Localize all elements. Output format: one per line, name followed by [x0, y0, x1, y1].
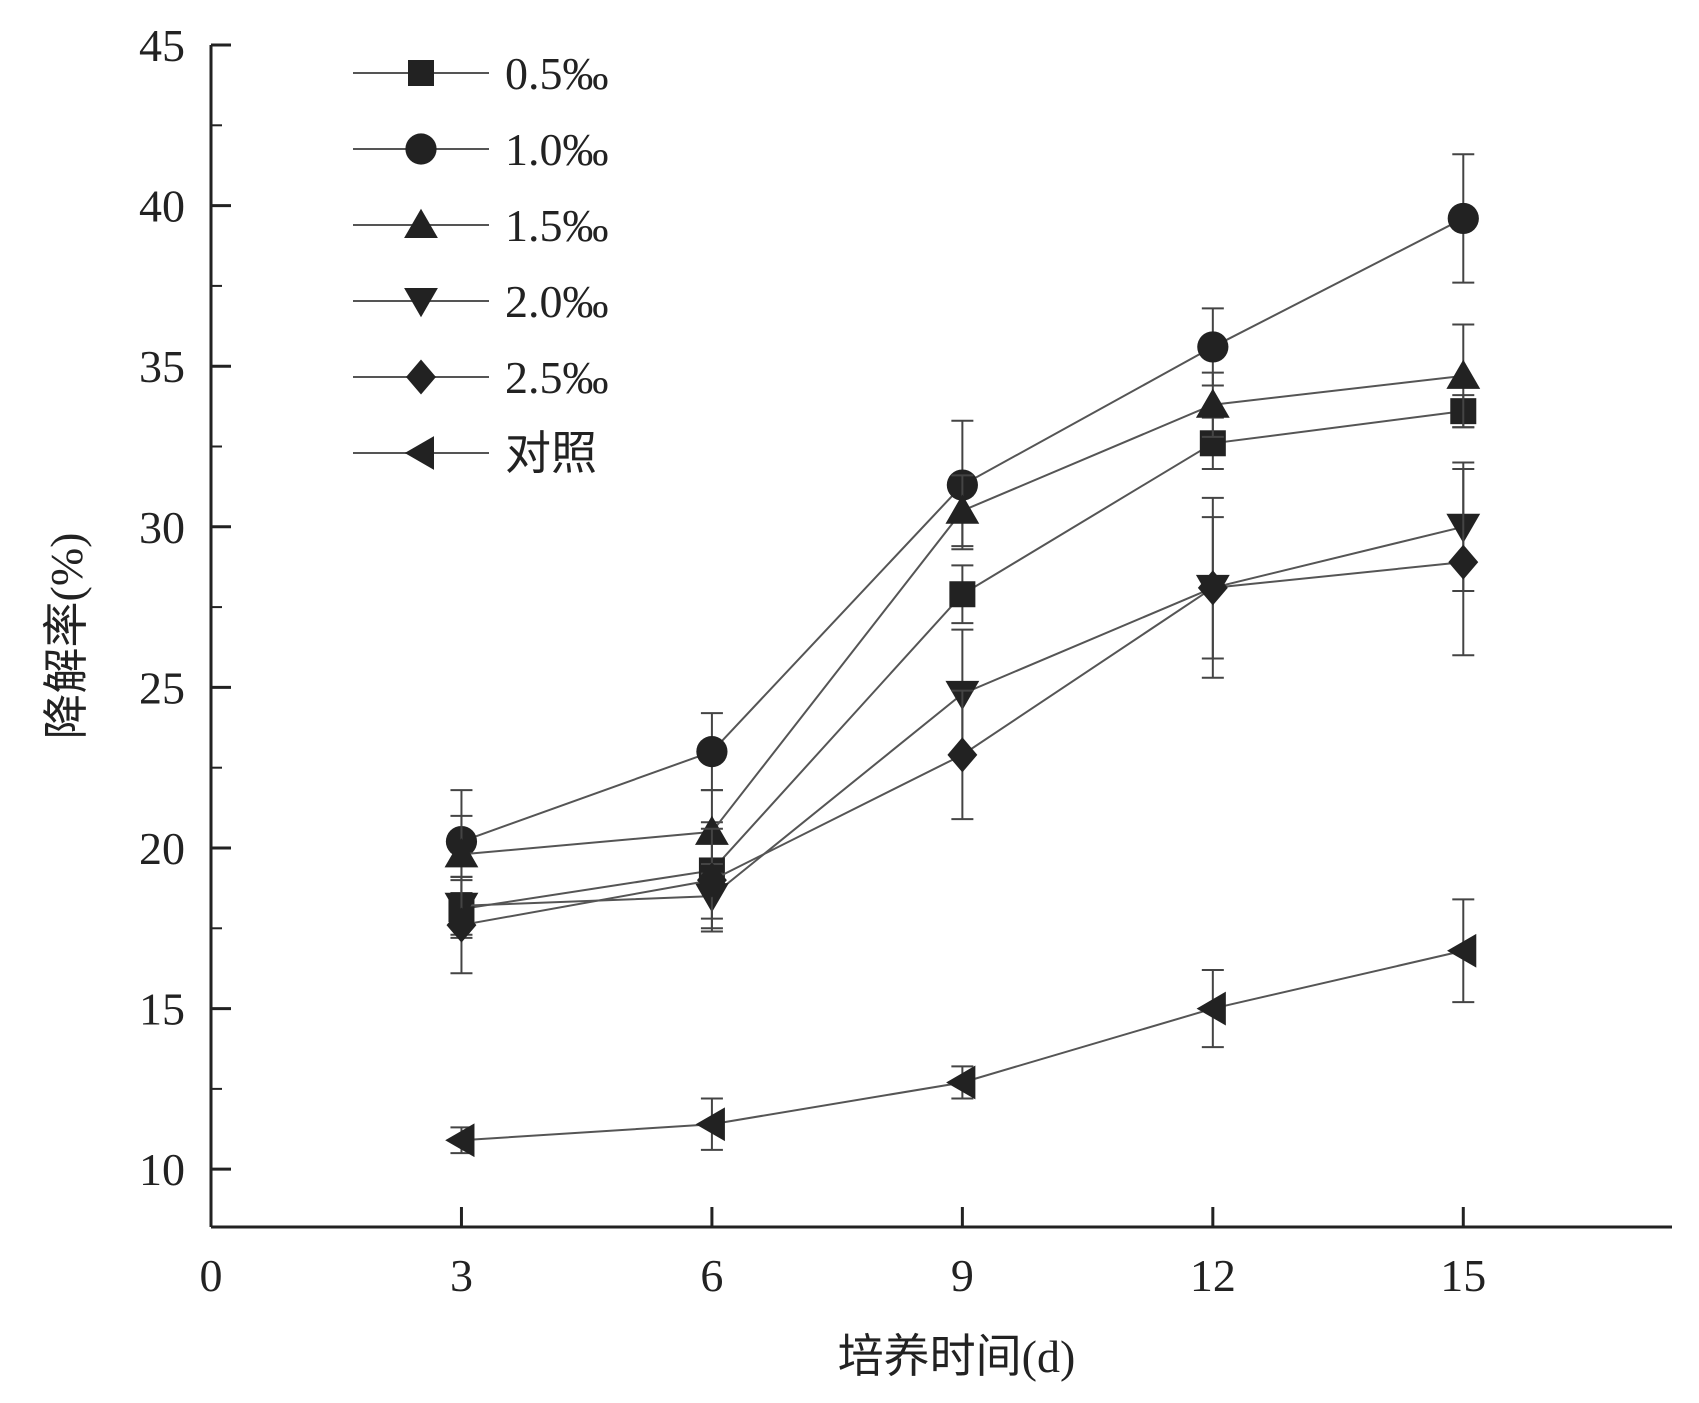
axes — [209, 45, 1672, 1229]
y-tick-label: 30 — [139, 502, 185, 553]
data-point — [1447, 933, 1477, 968]
x-tick-label: 9 — [951, 1250, 974, 1301]
legend-label: 2.5‰ — [505, 352, 609, 403]
series-5 — [446, 467, 1479, 975]
series-line — [461, 949, 1464, 1142]
y-tick-label: 20 — [139, 823, 185, 874]
data-point — [696, 736, 728, 768]
y-tick-label: 40 — [139, 181, 185, 232]
legend-marker — [404, 208, 438, 238]
data-point — [695, 1107, 725, 1142]
data-point — [1446, 359, 1481, 389]
data-point — [1197, 331, 1229, 363]
legend-item: 2.5‰ — [353, 352, 609, 403]
legend-label: 1.0‰ — [505, 124, 609, 175]
x-tick-label: 3 — [450, 1250, 473, 1301]
legend: 0.5‰ 1.0‰ 1.5‰ 2.0‰ 2.5‰ 对照 — [353, 48, 609, 479]
data-point — [1197, 570, 1228, 606]
x-tick-label: 0 — [200, 1250, 223, 1301]
y-axis-label: 降解率(%) — [41, 533, 92, 740]
data-point — [1196, 991, 1226, 1026]
x-axis-label: 培养时间(d) — [838, 1331, 1076, 1382]
y-tick-label: 35 — [139, 341, 185, 392]
data-point — [1447, 202, 1479, 235]
legend-marker — [408, 60, 434, 86]
series-3 — [444, 323, 1481, 894]
data-point — [445, 1123, 475, 1158]
x-tick-label: 15 — [1440, 1250, 1486, 1301]
legend-item: 1.0‰ — [353, 124, 609, 175]
legend-label: 2.0‰ — [505, 276, 609, 327]
data-point — [946, 1065, 976, 1100]
x-axis-ticks: 0 3 6 9 12 15 — [200, 1207, 1486, 1301]
legend-item: 2.0‰ — [353, 276, 609, 327]
y-axis-ticks: 10 15 20 25 30 35 40 45 — [139, 20, 231, 1195]
data-point — [1448, 544, 1479, 580]
legend-label: 0.5‰ — [505, 48, 609, 99]
data-point — [945, 494, 980, 524]
legend-label: 1.5‰ — [505, 200, 609, 251]
legend-item: 1.5‰ — [353, 200, 609, 251]
data-point — [949, 581, 976, 608]
data-point — [947, 737, 978, 773]
y-tick-label: 10 — [139, 1144, 185, 1195]
y-tick-label: 15 — [139, 984, 185, 1035]
data-point — [696, 862, 727, 898]
legend-marker — [404, 288, 438, 318]
x-tick-label: 6 — [700, 1250, 723, 1301]
data-point — [446, 907, 477, 943]
legend-item: 对照 — [353, 428, 597, 479]
plot-area — [444, 153, 1481, 1158]
series-6 — [445, 898, 1477, 1158]
y-tick-label: 25 — [139, 662, 185, 713]
x-tick-label: 12 — [1190, 1250, 1236, 1301]
data-point — [1195, 388, 1230, 418]
legend-label: 对照 — [505, 428, 597, 479]
legend-marker — [404, 436, 434, 470]
legend-item: 0.5‰ — [353, 48, 609, 99]
y-tick-label: 45 — [139, 20, 185, 71]
legend-marker — [405, 133, 437, 165]
data-point — [444, 838, 479, 868]
legend-marker — [406, 359, 436, 395]
